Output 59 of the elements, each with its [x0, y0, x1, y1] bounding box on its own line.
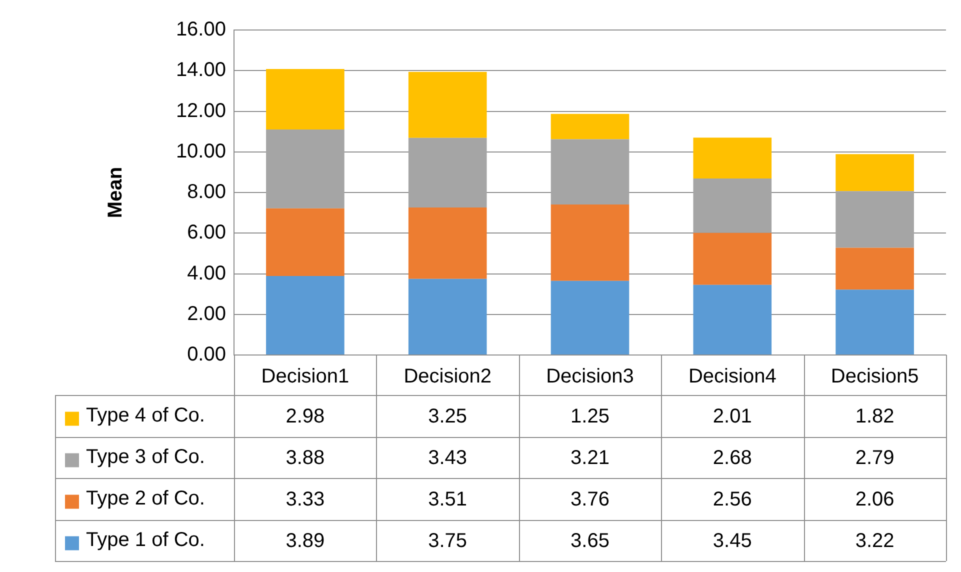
bar	[836, 248, 914, 290]
data-label: 2.56	[712, 488, 752, 510]
bar	[693, 138, 772, 178]
y-tick-label: 16.00	[176, 18, 226, 41]
x-tick-label: Decision1	[261, 366, 350, 388]
y-tick-label: 0.00	[187, 344, 226, 366]
data-label: 3.25	[428, 405, 468, 428]
data-label: 3.65	[570, 530, 610, 552]
bar	[693, 178, 772, 233]
data-label: 1.25	[570, 405, 610, 428]
data-label: 2.68	[712, 446, 752, 469]
bar	[408, 138, 487, 208]
bar	[266, 69, 344, 130]
x-tick-label: Decision2	[404, 366, 492, 388]
data-label: 2.06	[855, 488, 894, 510]
bar	[836, 191, 914, 248]
data-label: 3.45	[712, 530, 752, 552]
legend-label: Type 1 of Co.	[86, 528, 205, 551]
data-label: 3.88	[286, 446, 325, 469]
data-label: 2.79	[855, 446, 894, 469]
bar	[550, 139, 630, 204]
bar	[408, 278, 487, 354]
bar	[408, 208, 487, 279]
bar	[550, 204, 630, 281]
bar	[693, 232, 772, 285]
y-tick-label: 12.00	[176, 100, 226, 122]
x-tick-label: Decision5	[830, 366, 919, 388]
data-label: 1.82	[855, 405, 894, 428]
data-label: 3.51	[428, 488, 468, 510]
bar	[550, 280, 630, 354]
data-label: 3.43	[428, 446, 468, 469]
data-label: 2.01	[712, 405, 752, 428]
legend-label: Type 3 of Co.	[86, 446, 205, 468]
legend-label: Type 4 of Co.	[86, 404, 205, 426]
data-label: 3.21	[570, 446, 610, 469]
y-axis-title: Mean	[104, 166, 127, 218]
y-tick-label: 10.00	[176, 140, 226, 162]
legend-label: Type 2 of Co.	[86, 487, 205, 510]
y-tick-label: 14.00	[176, 59, 226, 82]
y-tick-label: 4.00	[187, 262, 226, 284]
bar	[408, 72, 487, 138]
y-tick-label: 2.00	[187, 302, 226, 325]
bar	[266, 276, 344, 354]
bar	[836, 154, 914, 192]
x-tick-label: Decision4	[688, 366, 776, 388]
bar	[266, 130, 344, 208]
y-tick-label: 6.00	[187, 222, 226, 244]
bar	[266, 208, 344, 276]
data-label: 3.22	[855, 530, 894, 552]
data-label: 3.75	[428, 530, 468, 552]
data-label: 3.33	[286, 488, 325, 510]
x-tick-label: Decision3	[546, 366, 634, 388]
data-label: 3.76	[570, 488, 610, 510]
bar	[550, 114, 630, 140]
y-tick-label: 8.00	[187, 181, 226, 204]
bar	[836, 290, 914, 354]
data-label: 3.89	[286, 530, 325, 552]
bar	[693, 284, 772, 354]
data-label: 2.98	[286, 405, 325, 428]
